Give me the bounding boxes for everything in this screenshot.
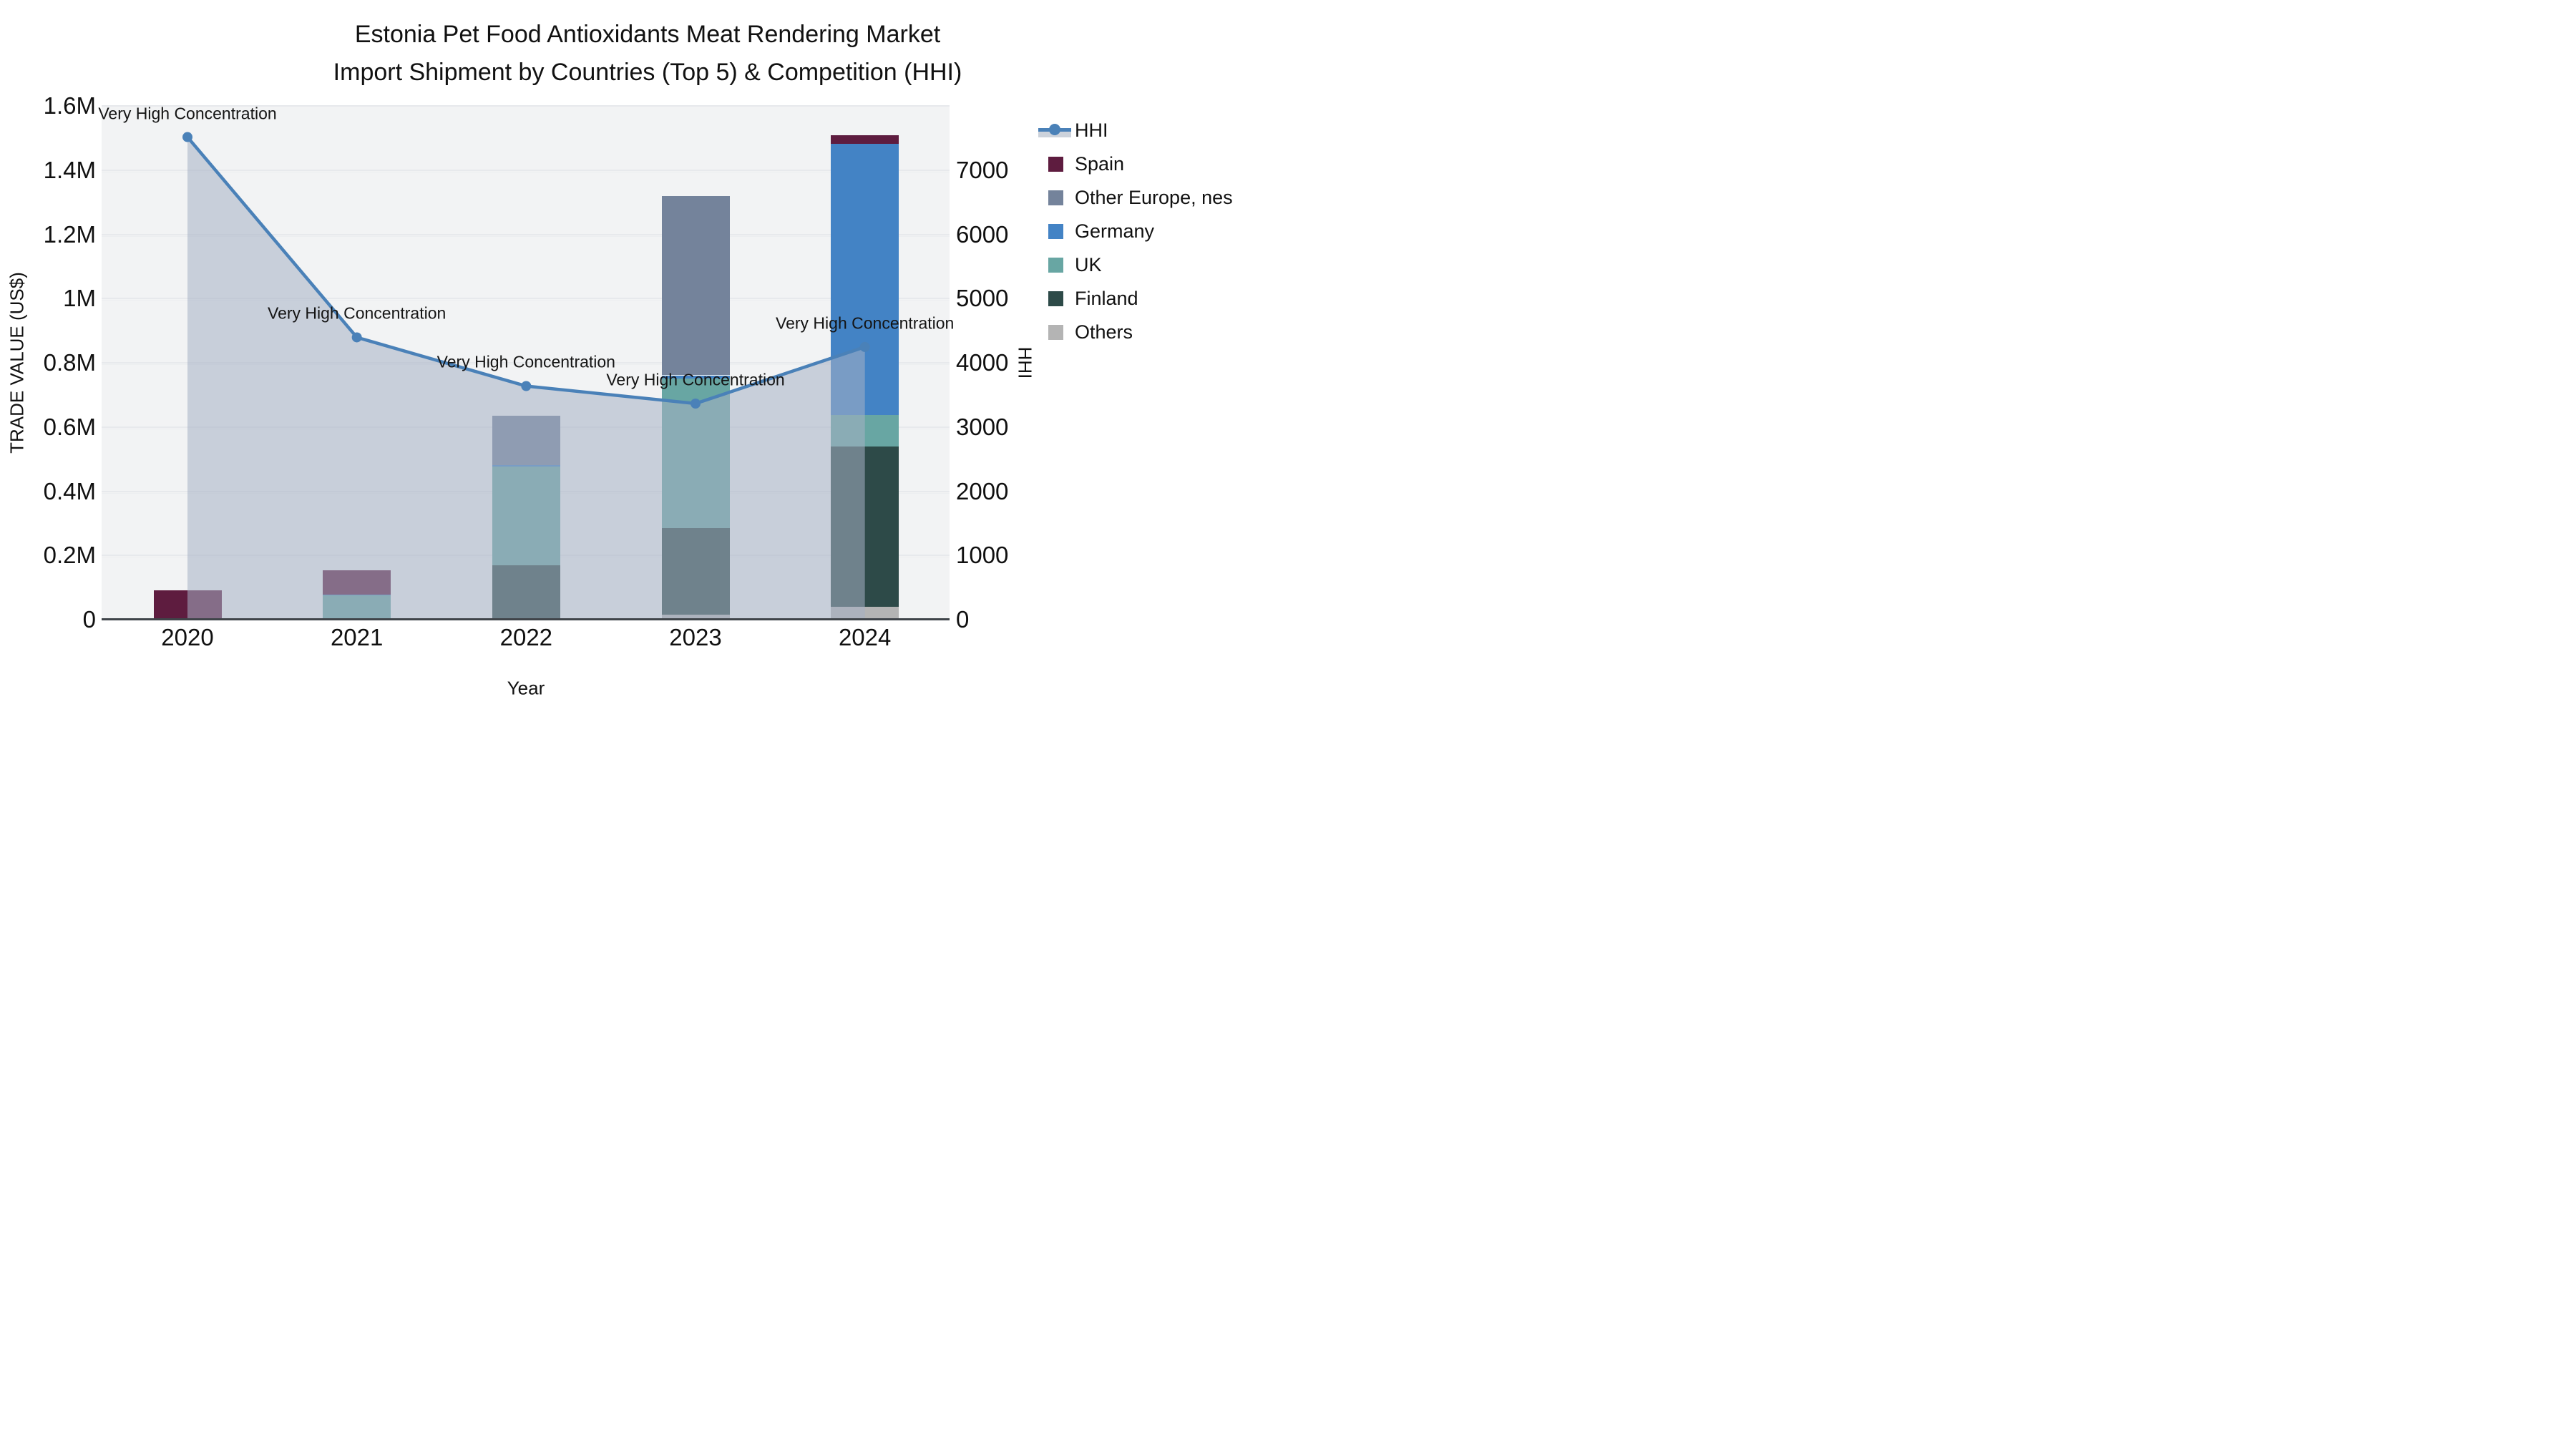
y-right-tick-2000: 2000 [956, 477, 1009, 504]
legend-item-others[interactable]: Others [1038, 316, 1233, 349]
y-left-tick-1.2M: 1.2M [43, 220, 96, 248]
legend-swatch-other-europe-nes [1038, 190, 1075, 205]
hhi-marker-2021[interactable] [351, 332, 362, 343]
gridline [102, 169, 950, 171]
figure: Estonia Pet Food Antioxidants Meat Rende… [0, 0, 1288, 725]
plot-area: Very High Concentration Very High Concent… [98, 104, 954, 620]
x-tick-label-2023: 2023 [669, 624, 722, 650]
y-right-tick-0: 0 [956, 606, 970, 633]
y-left-tick-1M: 1M [63, 285, 96, 312]
x-axis-line [102, 618, 950, 620]
hhi-line-icon [1038, 123, 1075, 137]
chart-title: Estonia Pet Food Antioxidants Meat Rende… [0, 16, 1288, 91]
x-tick-label-2024: 2024 [838, 624, 892, 650]
y-left-tick-0.6M: 0.6M [43, 413, 96, 440]
hhi-overlay [182, 132, 870, 620]
bar-segment-spain-2024[interactable] [831, 135, 899, 144]
gridline [102, 364, 950, 365]
legend-label: Germany [1075, 220, 1155, 242]
y-right-tick-5000: 5000 [956, 285, 1009, 312]
y-right-tick-6000: 6000 [956, 220, 1009, 248]
gridline [102, 362, 950, 364]
hhi-marker-2022[interactable] [521, 381, 532, 391]
gridline [102, 235, 950, 237]
y-right-tick-3000: 3000 [956, 413, 1009, 440]
chart-title-line2: Import Shipment by Countries (Top 5) & C… [333, 58, 962, 86]
y-left-tick-1.6M: 1.6M [43, 92, 96, 119]
y-left-tick-1.4M: 1.4M [43, 156, 96, 183]
y-right-tick-4000: 4000 [956, 349, 1009, 376]
x-tick-label-2021: 2021 [330, 624, 384, 650]
legend-label: HHI [1075, 119, 1108, 141]
legend-item-other-europe-nes[interactable]: Other Europe, nes [1038, 181, 1233, 215]
legend-label: Other Europe, nes [1075, 187, 1233, 208]
y-right-tick-1000: 1000 [956, 542, 1009, 569]
legend-swatch-finland [1038, 291, 1075, 306]
x-tick-label-2022: 2022 [499, 624, 553, 650]
legend: HHI Spain Other Europe, nes Germany UK Finlan… [1038, 114, 1233, 349]
legend-item-finland[interactable]: Finland [1038, 282, 1233, 316]
y-left-tick-0: 0 [82, 606, 96, 633]
gridline [102, 233, 950, 235]
y-right-tick-7000: 7000 [956, 156, 1009, 183]
hhi-marker-2023[interactable] [691, 398, 701, 409]
bar-segment-other-europe-nes-2023[interactable] [661, 196, 730, 376]
gridline [102, 105, 950, 107]
y-axis-left-title: TRADE VALUE (US$) [6, 272, 28, 454]
legend-swatch-uk [1038, 258, 1075, 273]
legend-item-spain[interactable]: Spain [1038, 147, 1233, 181]
x-tick-label-2020: 2020 [161, 624, 214, 650]
legend-label: Finland [1075, 288, 1138, 309]
annotation-very-high-concentration-2020: Very High Concentration [98, 104, 277, 123]
hhi-marker-2020[interactable] [182, 132, 192, 142]
annotation-very-high-concentration-2023: Very High Concentration [606, 370, 785, 389]
legend-item-hhi[interactable]: HHI [1038, 114, 1233, 147]
legend-item-uk[interactable]: UK [1038, 248, 1233, 282]
bar-segment-germany-2023[interactable] [661, 375, 730, 379]
annotation-very-high-concentration-2022: Very High Concentration [436, 352, 615, 371]
y-left-tick-0.8M: 0.8M [43, 349, 96, 376]
annotation-very-high-concentration-2021: Very High Concentration [268, 303, 447, 323]
legend-swatch-germany [1038, 224, 1075, 239]
legend-label: UK [1075, 254, 1102, 275]
gridline [102, 300, 950, 301]
chart-title-line1: Estonia Pet Food Antioxidants Meat Rende… [354, 21, 941, 48]
legend-label: Spain [1075, 153, 1125, 175]
annotation-very-high-concentration-2024: Very High Concentration [776, 313, 955, 333]
legend-swatch-spain [1038, 157, 1075, 172]
hhi-marker-2024[interactable] [859, 341, 870, 352]
gridline [102, 298, 950, 300]
y-axis-right-title: HHI [1014, 346, 1036, 379]
y-left-tick-0.4M: 0.4M [43, 477, 96, 504]
x-axis-title: Year [507, 677, 545, 699]
legend-swatch-others [1038, 325, 1075, 340]
y-left-tick-0.2M: 0.2M [43, 542, 96, 569]
legend-label: Others [1075, 321, 1133, 343]
hhi-area-fill [187, 137, 865, 620]
legend-item-germany[interactable]: Germany [1038, 215, 1233, 248]
